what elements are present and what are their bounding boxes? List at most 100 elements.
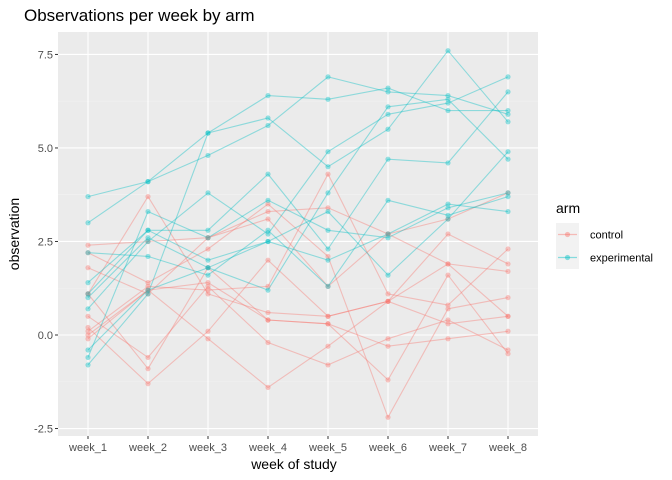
experimental-data-point [145, 208, 151, 215]
control-series-line [87, 233, 509, 389]
control-data-point [205, 280, 211, 286]
experimental-data-point [385, 272, 391, 278]
experimental-data-point [145, 253, 151, 260]
control-data-point [265, 216, 271, 222]
experimental-data-point [505, 190, 511, 196]
x-tick-label: week_5 [308, 442, 347, 454]
experimental-data-point [325, 164, 331, 170]
experimental-data-point [385, 197, 391, 203]
experimental-data-point [505, 156, 511, 162]
experimental-data-point [325, 96, 331, 102]
control-data-point [385, 336, 391, 342]
control-data-point [385, 298, 391, 304]
control-data-point [325, 283, 331, 289]
control-data-point [205, 283, 211, 289]
control-data-point [265, 384, 271, 390]
experimental-data-point [445, 201, 451, 207]
experimental-data-point [205, 227, 211, 233]
experimental-data-point [445, 216, 451, 222]
control-data-point [385, 291, 391, 297]
control-series-line [87, 195, 509, 325]
experimental-data-point [205, 190, 211, 196]
experimental-data-point [505, 74, 511, 80]
control-data-point [325, 321, 331, 327]
experimental-series-line [87, 98, 509, 351]
control-data-point [85, 265, 91, 271]
experimental-data-point [385, 235, 391, 241]
control-data-point [265, 201, 271, 207]
experimental-data-point [85, 280, 91, 286]
control-data-point [325, 171, 331, 177]
experimental-data-point [85, 306, 91, 312]
experimental-data-point [145, 227, 151, 233]
experimental-data-point [265, 231, 271, 237]
experimental-data-point [265, 238, 271, 245]
experimental-series-line [87, 203, 509, 298]
x-tick-label: week_7 [428, 442, 467, 454]
control-data-point [205, 265, 211, 271]
series-lines [87, 49, 509, 419]
experimental-data-point [325, 257, 331, 263]
control-data-point [85, 291, 91, 297]
control-data-point [445, 272, 451, 278]
control-data-point [325, 253, 331, 260]
control-data-point [445, 216, 451, 222]
experimental-data-point [445, 205, 451, 211]
experimental-data-point [505, 111, 511, 117]
experimental-data-point [505, 107, 511, 114]
experimental-data-point [265, 171, 271, 177]
experimental-data-point [265, 92, 271, 99]
experimental-data-point [145, 291, 151, 297]
experimental-data-point [505, 208, 511, 215]
experimental-series-line [87, 76, 509, 310]
legend-key-background [556, 246, 579, 269]
experimental-data-point [145, 287, 151, 293]
control-data-point [505, 313, 511, 319]
experimental-data-point [265, 227, 271, 233]
control-data-point [265, 309, 271, 316]
minor-grid [58, 100, 538, 383]
control-data-point [505, 351, 511, 357]
experimental-data-point [445, 212, 451, 218]
control-data-point [385, 231, 391, 237]
control-data-point [265, 283, 271, 289]
y-tick-label: 0.0 [38, 330, 53, 342]
control-data-point [505, 268, 511, 275]
legend-item-experimental: experimental [556, 246, 653, 269]
legend-label-control: control [590, 230, 623, 242]
x-axis: week_1 week_2 week_3 week_4 week_5 week_6 week… [68, 436, 527, 454]
experimental-data-point [385, 231, 391, 237]
experimental-data-point [385, 85, 391, 91]
control-data-point [205, 336, 211, 342]
control-data-point [505, 313, 511, 319]
experimental-data-point [385, 126, 391, 132]
control-data-point [145, 287, 151, 293]
experimental-data-point [325, 149, 331, 155]
experimental-data-point [205, 130, 211, 136]
y-tick-label: 5.0 [38, 143, 53, 155]
y-tick-label: 2.5 [38, 236, 53, 248]
experimental-data-point [205, 152, 211, 159]
major-grid [58, 32, 538, 436]
control-data-point [145, 238, 151, 245]
experimental-data-point [385, 156, 391, 162]
control-series-line [87, 259, 509, 385]
control-data-point [385, 298, 391, 304]
experimental-data-point [85, 294, 91, 301]
control-data-point [265, 339, 271, 346]
experimental-series-line [87, 196, 509, 288]
legend-key-point [564, 254, 571, 261]
experimental-data-point [145, 227, 151, 233]
experimental-data-point [205, 265, 211, 271]
experimental-data-point [505, 119, 511, 125]
control-data-point [145, 291, 151, 297]
control-series-line [87, 282, 509, 347]
control-data-point [385, 377, 391, 383]
x-tick-label: week_2 [128, 442, 167, 454]
control-data-point [325, 313, 331, 319]
legend-label-experimental: experimental [590, 253, 653, 265]
legend-key-point [564, 231, 571, 238]
control-data-point [85, 332, 91, 338]
legend-item-control: control [556, 223, 623, 246]
